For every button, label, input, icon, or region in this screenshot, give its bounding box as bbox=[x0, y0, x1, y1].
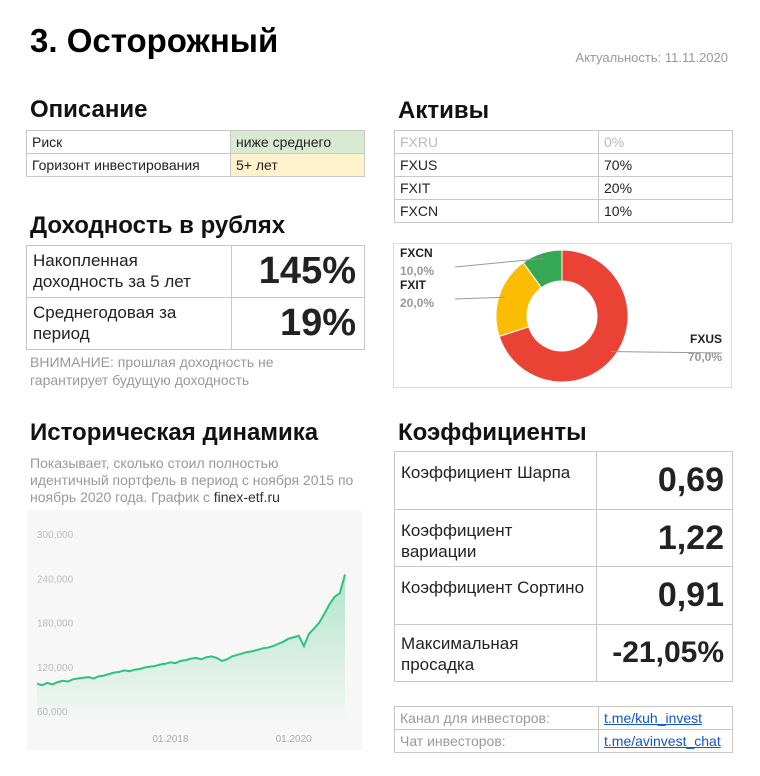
cell: 10% bbox=[598, 199, 733, 223]
cell: 70% bbox=[598, 153, 733, 177]
heading: Коэффициенты bbox=[398, 419, 587, 446]
cell: FXUS bbox=[394, 153, 599, 177]
cell: 0,91 bbox=[596, 566, 733, 625]
heading: Описание bbox=[30, 96, 148, 123]
heading: Активы bbox=[398, 97, 490, 124]
cell: FXIT bbox=[394, 176, 599, 200]
cell: Горизонт инвестирования bbox=[26, 153, 231, 177]
cell: 20% bbox=[598, 176, 733, 200]
cell: Коэффициент Сортино bbox=[394, 566, 597, 625]
chart-card bbox=[27, 510, 362, 750]
cell: 0% bbox=[598, 130, 733, 154]
cell: Максимальная просадка bbox=[394, 624, 597, 682]
text: Показывает, сколько стоил полностью иден… bbox=[30, 455, 354, 505]
cell: Канал для инвесторов: bbox=[394, 706, 599, 730]
cell: FXRU bbox=[394, 130, 599, 154]
cell: Риск bbox=[26, 130, 231, 154]
note: ВНИМАНИЕ: прошлая доходность не гарантир… bbox=[30, 354, 274, 388]
link[interactable]: t.me/kuh_invest bbox=[598, 706, 733, 730]
heading: Доходность в рублях bbox=[30, 212, 286, 239]
source: finex-etf.ru bbox=[213, 489, 280, 505]
chart-card bbox=[393, 243, 732, 388]
cell: Коэффициент Шарпа bbox=[394, 451, 597, 510]
cell: 145% bbox=[231, 245, 365, 298]
cell: 0,69 bbox=[596, 451, 733, 510]
cell: 1,22 bbox=[596, 509, 733, 567]
text: Показывает, сколько стоил полностью иден… bbox=[30, 455, 360, 506]
date: Актуальность: 11.11.2020 bbox=[575, 50, 728, 65]
cell: 19% bbox=[231, 297, 365, 350]
cell: ниже среднего bbox=[230, 130, 365, 154]
cell: Среднегодовая за период bbox=[26, 297, 232, 350]
cell: FXCN bbox=[394, 199, 599, 223]
heading: Историческая динамика bbox=[30, 419, 319, 446]
link[interactable]: t.me/avinvest_chat bbox=[598, 729, 733, 753]
cell: Чат инвесторов: bbox=[394, 729, 599, 753]
title: 3. Осторожный bbox=[30, 22, 279, 59]
cell: Коэффициент вариации bbox=[394, 509, 597, 567]
cell: Накопленная доходность за 5 лет bbox=[26, 245, 232, 298]
cell: 5+ лет bbox=[230, 153, 365, 177]
cell: -21,05% bbox=[596, 624, 733, 682]
